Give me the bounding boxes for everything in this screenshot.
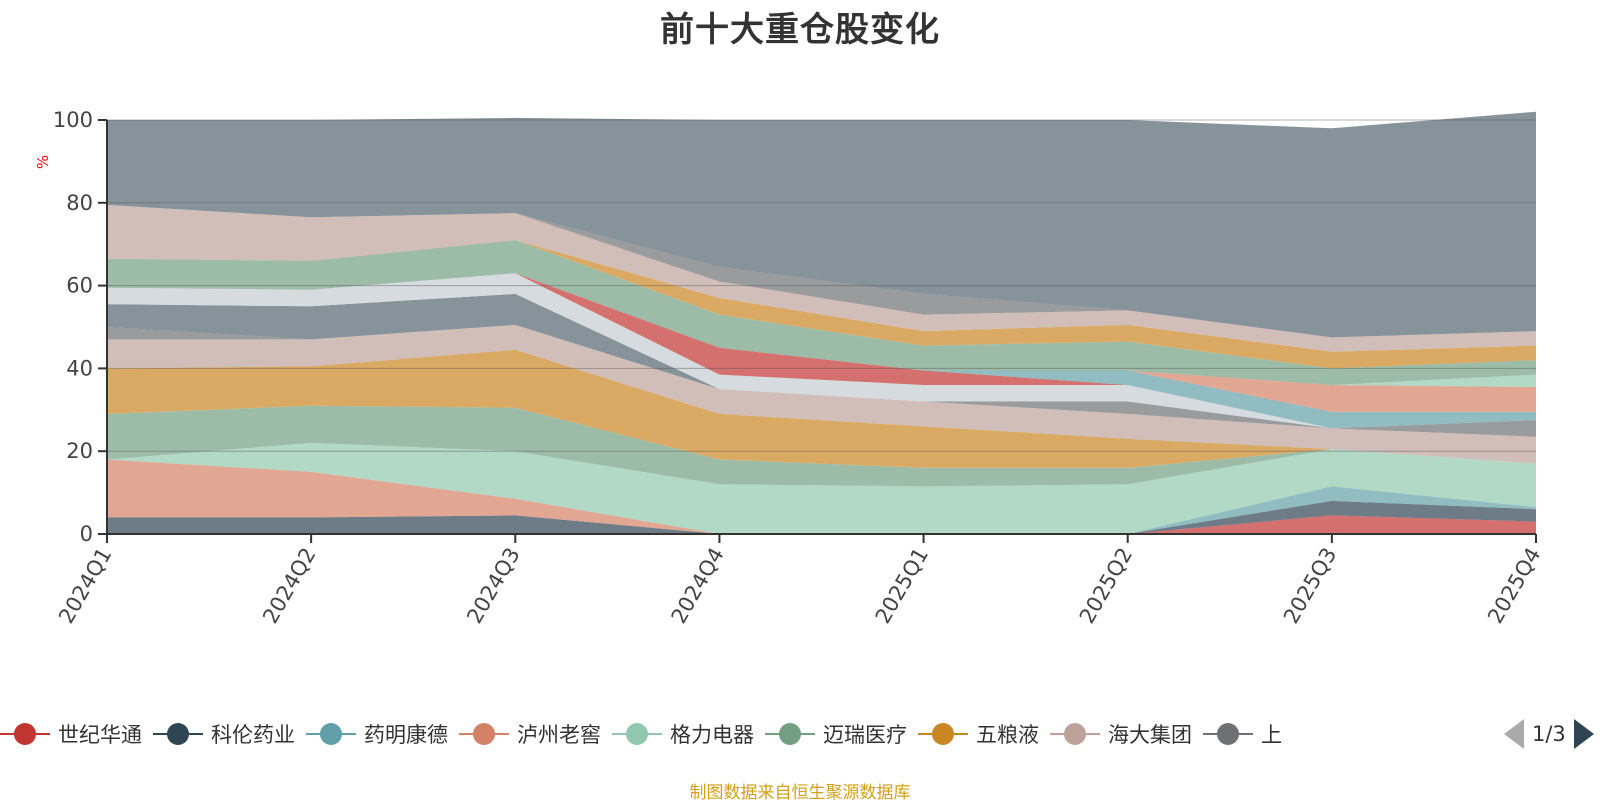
legend-item[interactable]: 药明康德 [306,714,448,754]
legend-label: 五粮液 [976,723,1039,747]
legend: 世纪华通 科伦药业 药明康德 泸州老窖 格力电器 迈瑞医疗 五粮液 海大集团 上 [0,714,1505,754]
area-series-13[interactable] [107,273,1536,429]
legend-label: 泸州老窖 [517,723,601,747]
legend-marker-icon [612,722,662,746]
area-series-20[interactable] [107,111,1536,338]
y-tick-label: 100 [53,108,93,132]
legend-label: 格力电器 [670,723,754,747]
x-tick-label: 2024Q3 [462,544,524,628]
legend-marker-icon [459,722,509,746]
area-series-17[interactable] [107,240,1536,369]
area-series-9[interactable] [107,324,1536,437]
area-series-10[interactable] [107,293,1536,429]
x-tick-label: 2025Q4 [1483,544,1545,628]
legend-marker-icon [153,722,203,746]
chart-title: 前十大重仓股变化 [660,10,940,50]
x-tick-label: 2024Q4 [666,544,728,628]
legend-label: 迈瑞医疗 [823,723,907,747]
legend-marker-icon [918,722,968,746]
y-tick-label: 80 [66,191,93,215]
legend-page-indicator: 1/3 [1532,722,1566,746]
x-tick-label: 2024Q2 [258,544,320,628]
legend-label: 科伦药业 [211,723,295,747]
legend-prev-page-icon[interactable] [1504,719,1524,749]
legend-label: 药明康德 [364,723,448,747]
area-series-group [107,111,1536,535]
legend-item[interactable]: 世纪华通 [0,714,142,754]
legend-marker-icon [765,722,815,746]
legend-item[interactable]: 泸州老窖 [459,714,601,754]
legend-marker-icon [0,722,50,746]
legend-label: 世纪华通 [58,723,142,747]
area-series-18[interactable] [107,204,1536,352]
grid-lines [107,119,1536,452]
y-tick-label: 0 [80,522,93,546]
area-series-1[interactable] [107,515,1536,534]
legend-item[interactable]: 海大集团 [1050,714,1192,754]
y-axis-label: % [34,155,52,169]
area-series-2[interactable] [107,500,1536,534]
legend-pager: 1/3 [1500,714,1600,754]
legend-item[interactable]: 迈瑞医疗 [765,714,907,754]
legend-next-page-icon[interactable] [1573,719,1594,749]
source-note: 制图数据来自恒生聚源数据库 [689,783,911,803]
y-tick-label: 60 [66,274,93,298]
x-tick-label: 2025Q3 [1279,544,1341,628]
x-tick-label: 2025Q1 [871,544,933,628]
area-series-4[interactable] [107,459,1536,535]
legend-item[interactable]: 五粮液 [918,714,1039,754]
legend-item[interactable]: 格力电器 [612,714,754,754]
x-tick-label: 2025Q2 [1075,544,1137,628]
area-series-5[interactable] [107,442,1536,534]
y-tick-label: 40 [66,356,93,380]
y-tick-label: 20 [66,439,93,463]
legend-item[interactable]: 上 [1203,714,1282,754]
area-series-7[interactable] [107,349,1536,468]
area-series-16[interactable] [107,240,1536,385]
legend-item[interactable]: 科伦药业 [153,714,295,754]
legend-marker-icon [1050,722,1100,746]
area-series-8[interactable] [107,324,1536,464]
legend-label: 上 [1261,723,1282,747]
legend-marker-icon [306,722,356,746]
area-series-6[interactable] [107,405,1536,487]
area-series-3[interactable] [107,486,1536,534]
legend-marker-icon [1203,722,1253,746]
x-tick-label: 2024Q1 [54,544,116,628]
area-series-14[interactable] [107,273,1536,412]
legend-label: 海大集团 [1108,723,1192,747]
